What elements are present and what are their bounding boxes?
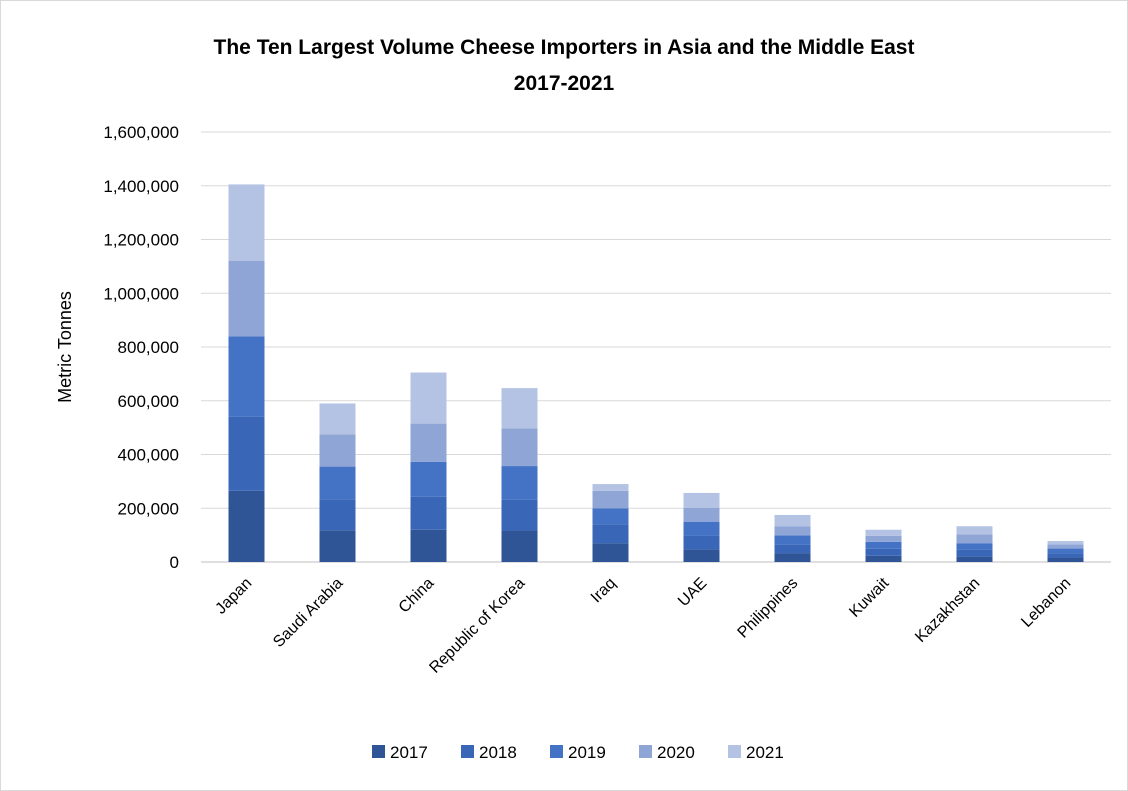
x-tick-label-8: Kazakhstan [912,575,983,646]
bar-saudi-arabia-2021 [319,403,356,435]
legend-swatch-2017 [372,745,385,758]
bar-china-2021 [410,372,447,424]
bar-kazakhstan-2020 [956,534,993,544]
bar-kuwait-2017 [865,555,902,562]
y-tick-label-2: 400,000 [118,446,179,465]
bar-uae-2017 [683,549,720,562]
x-tick-label-0: Japan [212,575,255,618]
chart-subtitle: 2017-2021 [514,72,615,95]
bar-kuwait-2020 [865,535,902,542]
bar-iraq-2018 [592,524,629,544]
bar-lebanon-2018 [1047,553,1084,558]
bar-republic-of-korea-2019 [501,466,538,500]
y-tick-label-1: 200,000 [118,499,179,518]
y-tick-label-4: 800,000 [118,338,179,357]
y-axis-label: Metric Tonnes [55,291,75,403]
bar-lebanon-2017 [1047,557,1084,562]
bar-philippines-2021 [774,514,811,527]
bar-uae-2021 [683,492,720,508]
bar-japan-2021 [228,184,265,261]
bar-japan-2020 [228,261,265,337]
bar-saudi-arabia-2017 [319,530,356,562]
y-tick-label-7: 1,400,000 [103,177,179,196]
legend-label-2021: 2021 [746,743,784,762]
x-tick-label-7: Kuwait [846,574,892,620]
x-tick-label-3: Republic of Korea [426,575,528,677]
bar-philippines-2017 [774,553,811,562]
bar-saudi-arabia-2019 [319,466,356,500]
bar-iraq-2020 [592,490,629,509]
bar-philippines-2018 [774,544,811,554]
bar-china-2020 [410,423,447,462]
legend-label-2018: 2018 [479,743,517,762]
legend: 2017 2018 2019 2020 2021 [372,743,784,762]
bar-japan-2017 [228,490,265,562]
x-tick-label-9: Lebanon [1018,575,1074,631]
bar-kazakhstan-2019 [956,543,993,550]
bar-iraq-2019 [592,508,629,525]
x-tick-label-5: UAE [675,575,710,610]
legend-swatch-2018 [461,745,474,758]
bar-kuwait-2021 [865,529,902,536]
bar-kazakhstan-2021 [956,526,993,535]
bar-republic-of-korea-2021 [501,388,538,429]
bar-lebanon-2019 [1047,548,1084,554]
y-tick-label-5: 1,000,000 [103,284,179,303]
bar-saudi-arabia-2020 [319,434,356,467]
bar-china-2018 [410,496,447,530]
bar-uae-2019 [683,521,720,536]
bar-uae-2018 [683,535,720,550]
x-tick-label-6: Philippines [735,575,802,642]
bar-lebanon-2021 [1047,541,1084,545]
legend-label-2020: 2020 [657,743,695,762]
bar-kuwait-2018 [865,548,902,556]
x-tick-label-2: China [396,575,438,617]
bar-uae-2020 [683,507,720,522]
bar-republic-of-korea-2020 [501,428,538,467]
y-tick-label-6: 1,200,000 [103,231,179,250]
bar-kuwait-2019 [865,541,902,549]
chart-title: The Ten Largest Volume Cheese Importers … [214,36,915,59]
y-axis-ticks: 0 200,000 400,000 600,000 800,000 1,000,000 1,… [103,123,179,572]
bar-iraq-2021 [592,484,629,491]
bar-saudi-arabia-2018 [319,499,356,531]
y-tick-label-3: 600,000 [118,392,179,411]
y-tick-label-8: 1,600,000 [103,123,179,142]
bar-lebanon-2020 [1047,544,1084,549]
bar-philippines-2020 [774,526,811,536]
bar-japan-2019 [228,336,265,417]
legend-label-2017: 2017 [390,743,428,762]
x-tick-label-1: Saudi Arabia [270,575,346,651]
y-tick-label-0: 0 [170,553,179,572]
legend-swatch-2021 [728,745,741,758]
bar-china-2019 [410,461,447,497]
legend-swatch-2019 [550,745,563,758]
bar-japan-2018 [228,416,265,491]
bar-iraq-2017 [592,543,629,562]
bar-republic-of-korea-2017 [501,530,538,562]
bars [228,184,1084,562]
legend-swatch-2020 [639,745,652,758]
bar-philippines-2019 [774,535,811,545]
legend-label-2019: 2019 [568,743,606,762]
bar-kazakhstan-2018 [956,549,993,557]
bar-republic-of-korea-2018 [501,499,538,531]
bar-china-2017 [410,529,447,562]
x-tick-label-4: Iraq [588,575,620,607]
bar-kazakhstan-2017 [956,556,993,562]
